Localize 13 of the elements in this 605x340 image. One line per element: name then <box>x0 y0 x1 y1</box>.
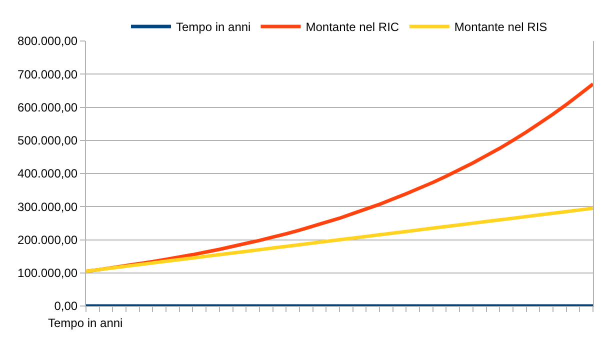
y-tick-label: 500.000,00 <box>18 134 78 148</box>
y-tick-label: 600.000,00 <box>18 100 78 114</box>
x-axis-title: Tempo in anni <box>48 316 123 330</box>
y-tick-label: 700.000,00 <box>18 67 78 82</box>
legend-label: Montante nel RIC <box>306 20 400 34</box>
y-tick-label: 300.000,00 <box>18 200 78 214</box>
y-tick-label: 200.000,00 <box>18 232 78 247</box>
y-tick-label: 100.000,00 <box>18 266 78 280</box>
y-tick-label: 0,00 <box>54 299 78 314</box>
legend-label: Tempo in anni <box>176 20 251 34</box>
y-tick-label: 400.000,00 <box>18 166 78 181</box>
legend-label: Montante nel RIS <box>454 20 548 34</box>
y-tick-label: 800.000,00 <box>18 34 78 48</box>
